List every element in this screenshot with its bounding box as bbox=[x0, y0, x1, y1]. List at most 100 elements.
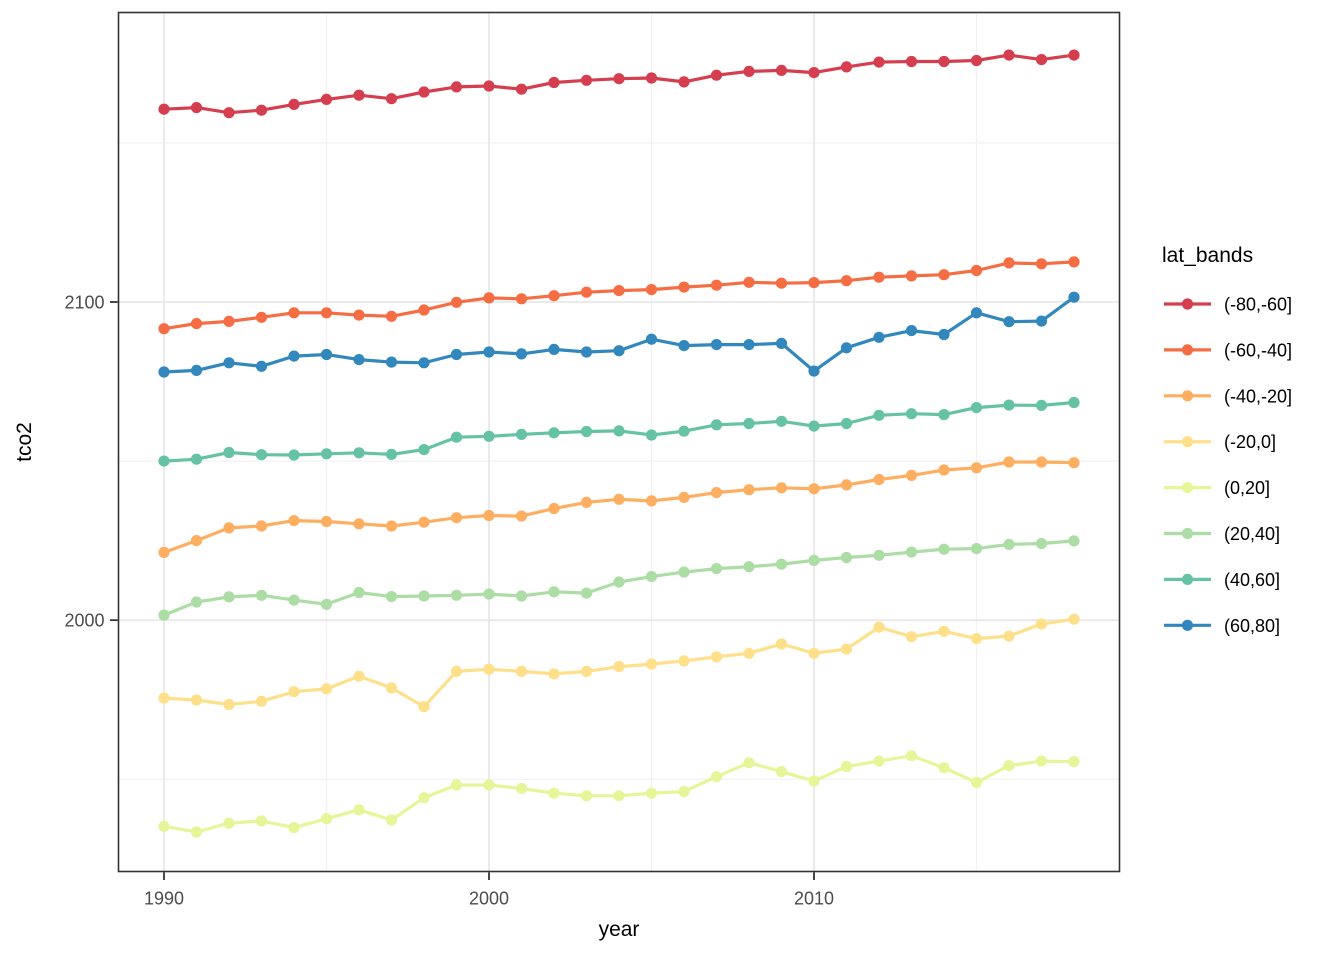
data-point bbox=[548, 290, 560, 302]
data-point bbox=[450, 512, 463, 524]
data-point bbox=[938, 625, 950, 637]
data-point bbox=[515, 83, 528, 95]
data-point bbox=[158, 103, 170, 115]
data-point bbox=[353, 354, 365, 366]
data-point bbox=[873, 473, 885, 486]
legend-key-point bbox=[1181, 619, 1194, 631]
data-point bbox=[938, 464, 950, 476]
legend-item-label: (-40,-20] bbox=[1224, 386, 1292, 406]
data-point bbox=[775, 64, 788, 76]
panel-border bbox=[117, 11, 1121, 873]
series-(-40,-20] bbox=[158, 456, 1080, 559]
data-point bbox=[840, 760, 853, 773]
legend-key-point bbox=[1181, 390, 1194, 402]
data-point bbox=[158, 455, 170, 467]
data-point bbox=[775, 337, 788, 349]
data-point bbox=[418, 86, 430, 98]
data-point bbox=[580, 74, 593, 86]
data-point bbox=[645, 495, 658, 507]
data-point bbox=[710, 487, 723, 499]
data-point bbox=[548, 343, 560, 355]
data-point bbox=[1068, 256, 1080, 268]
data-point bbox=[873, 56, 885, 68]
data-point bbox=[320, 683, 333, 695]
legend-item-label: (40,60] bbox=[1224, 570, 1280, 590]
data-point bbox=[515, 782, 528, 795]
data-point bbox=[873, 271, 885, 283]
data-point bbox=[678, 655, 690, 667]
data-point bbox=[158, 546, 170, 559]
data-point bbox=[385, 356, 398, 368]
data-point bbox=[515, 428, 528, 440]
data-point bbox=[1003, 630, 1015, 642]
data-point bbox=[743, 484, 755, 496]
data-point bbox=[743, 647, 755, 659]
data-point bbox=[808, 365, 820, 377]
data-point bbox=[645, 787, 658, 799]
data-point bbox=[873, 549, 885, 561]
data-point bbox=[678, 566, 690, 578]
data-point bbox=[905, 270, 918, 282]
data-point bbox=[450, 779, 463, 791]
data-point bbox=[190, 694, 203, 706]
data-point bbox=[353, 804, 365, 816]
data-point bbox=[320, 307, 333, 319]
data-point bbox=[288, 822, 300, 834]
data-point bbox=[288, 594, 300, 606]
data-point bbox=[710, 563, 723, 575]
data-point bbox=[158, 692, 170, 704]
series-(20,40] bbox=[158, 535, 1080, 621]
data-point bbox=[710, 279, 723, 291]
data-point bbox=[190, 596, 203, 608]
data-point bbox=[775, 482, 788, 494]
data-point bbox=[970, 402, 983, 414]
data-point bbox=[288, 686, 300, 698]
data-point bbox=[678, 281, 690, 293]
data-point bbox=[970, 776, 983, 789]
data-point bbox=[580, 425, 593, 438]
legend-item: (40,60] bbox=[1164, 570, 1280, 590]
data-point bbox=[905, 325, 918, 337]
data-point bbox=[255, 360, 268, 372]
data-point bbox=[483, 430, 495, 442]
data-point bbox=[548, 586, 560, 598]
data-point bbox=[515, 348, 528, 360]
data-point bbox=[743, 757, 755, 769]
data-point bbox=[710, 651, 723, 663]
legend-item-label: (60,80] bbox=[1224, 616, 1280, 636]
data-point bbox=[613, 661, 625, 673]
legend-key-point bbox=[1181, 344, 1194, 356]
data-point bbox=[905, 631, 918, 643]
data-point bbox=[645, 429, 658, 441]
data-point bbox=[775, 766, 788, 778]
data-point bbox=[613, 285, 625, 297]
data-point bbox=[190, 535, 203, 547]
data-point bbox=[515, 293, 528, 305]
data-point bbox=[710, 339, 723, 351]
data-point bbox=[808, 554, 820, 567]
data-point bbox=[970, 633, 983, 645]
data-point bbox=[1035, 315, 1048, 327]
legend-item-label: (-20,0] bbox=[1224, 432, 1276, 452]
legend-key-point bbox=[1181, 298, 1194, 310]
data-point bbox=[678, 786, 690, 798]
data-point bbox=[1003, 257, 1015, 269]
legend-item-label: (-80,-60] bbox=[1224, 295, 1292, 315]
data-point bbox=[385, 591, 398, 603]
data-point bbox=[840, 61, 853, 73]
data-point bbox=[1003, 456, 1015, 468]
data-point bbox=[320, 515, 333, 528]
data-point bbox=[158, 609, 170, 621]
legend-item: (0,20] bbox=[1164, 478, 1270, 498]
data-point bbox=[548, 787, 560, 799]
data-point bbox=[808, 775, 820, 787]
legend-item-label: (0,20] bbox=[1224, 478, 1270, 498]
series-(-80,-60] bbox=[158, 49, 1080, 119]
data-point bbox=[710, 771, 723, 783]
data-point bbox=[678, 425, 690, 437]
data-point bbox=[743, 65, 755, 77]
data-point bbox=[320, 813, 333, 825]
data-point bbox=[840, 551, 853, 564]
legend-item: (20,40] bbox=[1164, 524, 1280, 544]
